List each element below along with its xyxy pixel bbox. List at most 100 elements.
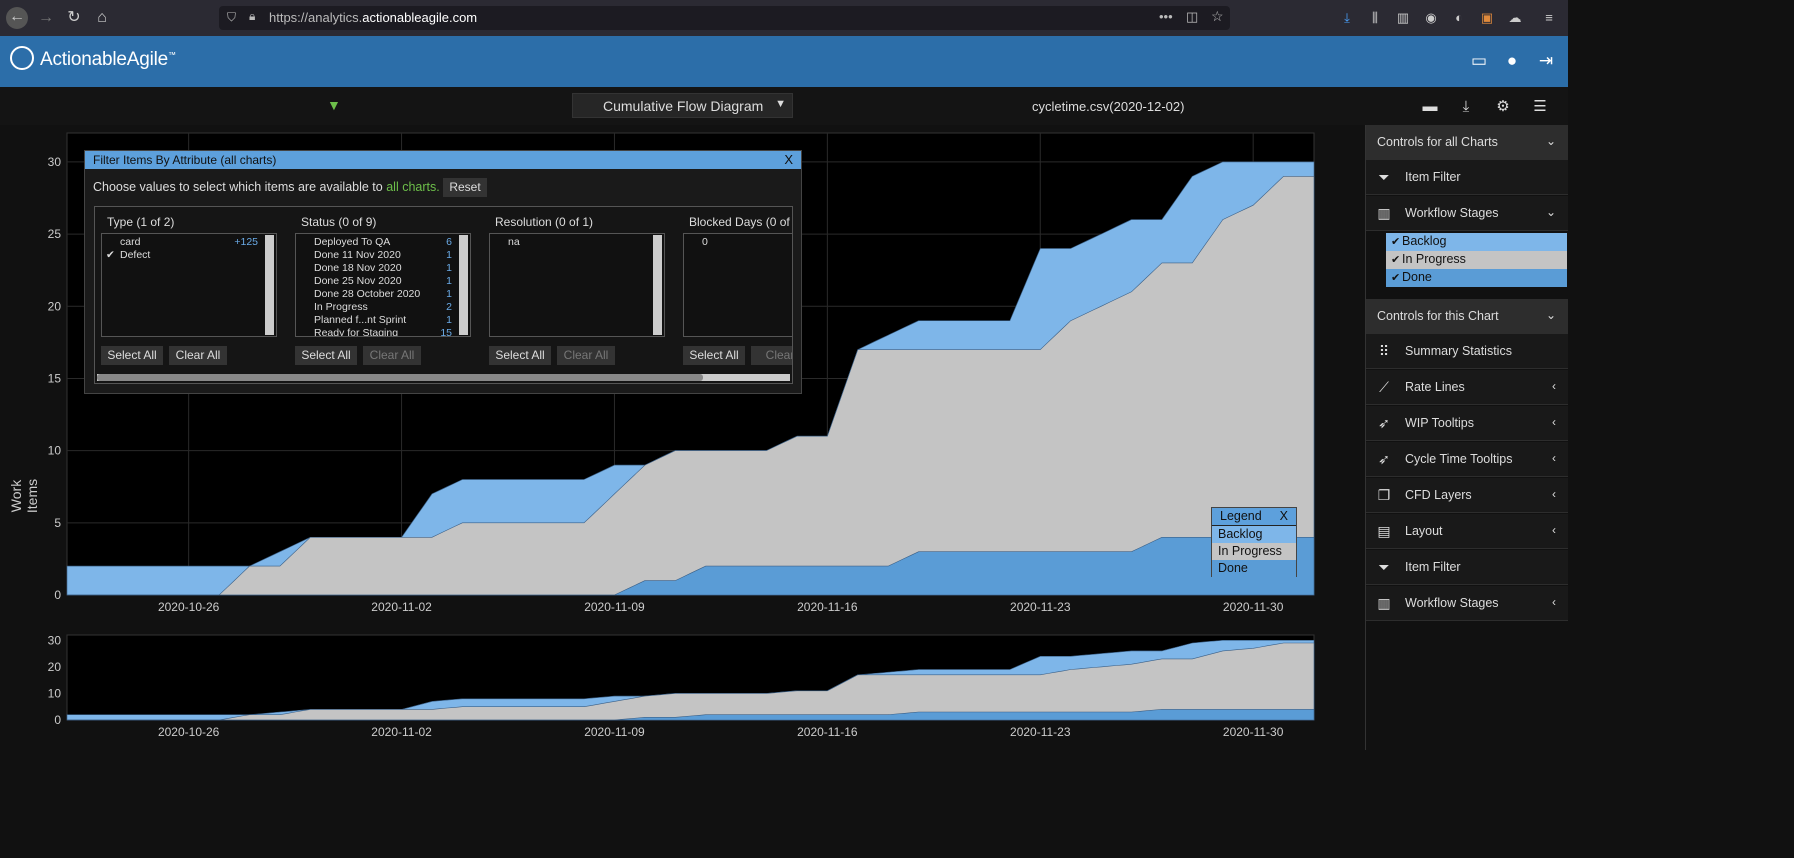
clear-all-button[interactable]: Clear	[751, 346, 792, 365]
stage-in-progress[interactable]: ✔ In Progress	[1386, 251, 1567, 269]
filter-value-item[interactable]: na	[508, 236, 520, 248]
address-bar[interactable]: ⛉ 🔒︎ https://analytics.actionableagile.c…	[219, 6, 1230, 30]
logout-icon[interactable]: ⇥	[1538, 51, 1554, 70]
rate-lines-control[interactable]: ⟋ Rate Lines ‹	[1366, 370, 1568, 405]
chevron-down-icon: ⌄	[1545, 205, 1556, 219]
logo-icon	[10, 46, 34, 70]
legend-header[interactable]: Legend X	[1212, 508, 1296, 526]
gear-icon[interactable]: ⚙	[1496, 98, 1510, 115]
scrollbar-thumb[interactable]	[97, 374, 703, 381]
close-icon[interactable]: X	[784, 152, 793, 167]
main-x-tick: 2020-11-30	[1223, 600, 1284, 614]
check-icon: ✔	[1391, 254, 1401, 266]
legend-item-done[interactable]: Done	[1212, 560, 1296, 577]
legend-item-backlog[interactable]: Backlog	[1212, 526, 1296, 543]
select-all-button[interactable]: Select All	[101, 346, 163, 365]
filter-value-item[interactable]: Planned f...nt Sprint 1	[314, 314, 452, 326]
menu-icon[interactable]: ≡	[1545, 10, 1553, 25]
this-chart-controls-header[interactable]: Controls for this Chart ⌄	[1366, 299, 1568, 334]
all-charts-link[interactable]: all charts.	[386, 180, 440, 194]
stage-done[interactable]: ✔ Done	[1386, 269, 1567, 287]
reload-icon[interactable]: ↻	[67, 9, 81, 26]
filter-column-title: Status (0 of 9)	[301, 215, 377, 229]
main-area-in-progress	[67, 176, 1315, 596]
horizontal-scrollbar[interactable]	[97, 374, 790, 381]
filter-dialog-titlebar[interactable]: Filter Items By Attribute (all charts) X	[85, 151, 801, 169]
cycle-time-tooltips-control[interactable]: ➶ Cycle Time Tooltips ‹	[1366, 442, 1568, 477]
filter-value-item[interactable]: Done 28 October 2020 1	[314, 288, 452, 300]
filter-columns: Type (1 of 2) card +125 ✔ Defect Select All Cl…	[94, 206, 793, 384]
list-scrollbar[interactable]	[265, 235, 274, 335]
filter-value-item[interactable]: card +125	[120, 236, 258, 248]
overview-x-tick: 2020-11-16	[797, 725, 858, 739]
folder-icon[interactable]: ▭	[1470, 51, 1488, 70]
all-charts-controls-header[interactable]: Controls for all Charts ⌄	[1366, 125, 1568, 160]
bookmark-star-icon[interactable]: ☆	[1211, 8, 1224, 24]
filter-value-item[interactable]: ✔ Defect	[106, 249, 151, 261]
back-icon[interactable]: ←	[6, 7, 28, 29]
user-icon[interactable]: ●	[1506, 51, 1518, 70]
library-icon[interactable]: ⫼	[1372, 10, 1378, 25]
download-icon[interactable]: ⤓	[1344, 10, 1350, 25]
check-icon: ✔	[1391, 236, 1401, 248]
list-scrollbar[interactable]	[653, 235, 662, 335]
filter-value-list[interactable]: card +125 ✔ Defect	[101, 233, 277, 337]
reset-button[interactable]: Reset	[443, 178, 487, 197]
cloud-icon[interactable]: ☁	[1508, 10, 1522, 25]
clear-all-button[interactable]: Clear All	[169, 346, 227, 365]
filter-value-item[interactable]: 0	[702, 236, 708, 248]
select-all-button[interactable]: Select All	[295, 346, 357, 365]
folder-open-icon[interactable]: ▬	[1422, 98, 1438, 115]
filter-value-list[interactable]: na	[489, 233, 665, 337]
filter-dialog-title: Filter Items By Attribute (all charts)	[93, 153, 277, 167]
filter-column-title: Blocked Days (0 of	[689, 215, 790, 229]
filter-value-item[interactable]: Done 25 Nov 2020 1	[314, 275, 452, 287]
filter-value-item[interactable]: Done 18 Nov 2020 1	[314, 262, 452, 274]
filter-value-list[interactable]: Deployed To QA 6 Done 11 Nov 2020 1 Done 18 …	[295, 233, 471, 337]
stage-backlog[interactable]: ✔ Backlog	[1386, 233, 1567, 251]
close-icon[interactable]: X	[1279, 509, 1288, 523]
more-icon[interactable]: •••	[1159, 9, 1173, 24]
chart-type-select[interactable]: Cumulative Flow Diagram ▼	[572, 93, 793, 118]
filter-value-item[interactable]: In Progress 2	[314, 301, 452, 313]
list-scrollbar[interactable]	[459, 235, 468, 335]
item-filter-control[interactable]: ⏷ Item Filter	[1366, 160, 1568, 195]
hamburger-icon[interactable]: ☰	[1533, 98, 1547, 115]
account-icon[interactable]: ◉	[1425, 10, 1437, 25]
forward-icon[interactable]: →	[38, 9, 54, 26]
home-icon[interactable]: ⌂	[97, 9, 107, 26]
filter-value-item[interactable]: Ready for Staging 15	[314, 327, 452, 337]
filter-value-item[interactable]: Deployed To QA 6	[314, 236, 452, 248]
overview-area-in-progress	[67, 642, 1315, 721]
wip-tooltips-control[interactable]: ➶ WIP Tooltips ‹	[1366, 406, 1568, 441]
main-y-tick: 5	[54, 516, 61, 530]
chevron-down-icon: ⌄	[1545, 308, 1556, 322]
columns-icon: ▥	[1377, 205, 1391, 221]
chart-workflow-stages-control[interactable]: ▥ Workflow Stages ‹	[1366, 586, 1568, 621]
layout-control[interactable]: ▤ Layout ‹	[1366, 514, 1568, 549]
main-x-tick: 2020-11-02	[371, 600, 432, 614]
sidebar-icon[interactable]: ▥	[1396, 10, 1410, 25]
select-all-button[interactable]: Select All	[489, 346, 551, 365]
chart-legend[interactable]: Legend X Backlog In Progress Done	[1211, 507, 1297, 577]
select-all-button[interactable]: Select All	[683, 346, 745, 365]
summary-statistics-control[interactable]: ⠿ Summary Statistics	[1366, 334, 1568, 369]
filter-value-item[interactable]: Done 11 Nov 2020 1	[314, 249, 452, 261]
clear-all-button[interactable]: Clear All	[557, 346, 615, 365]
url-text: https://analytics.actionableagile.com	[269, 10, 478, 25]
filter-value-list[interactable]: 0	[683, 233, 792, 337]
clear-all-button[interactable]: Clear All	[363, 346, 421, 365]
chevron-left-icon: ‹	[1552, 487, 1556, 501]
pocket-icon[interactable]: ◫	[1186, 9, 1199, 24]
filter-icon[interactable]: ▼	[327, 97, 341, 113]
workflow-stages-control[interactable]: ▥ Workflow Stages ⌄	[1366, 196, 1568, 231]
chevron-left-icon: ‹	[1552, 379, 1556, 393]
chart-item-filter-control[interactable]: ⏷ Item Filter	[1366, 550, 1568, 585]
download-icon[interactable]: ⤓	[1462, 98, 1470, 115]
extension-icon[interactable]: ◐	[1455, 10, 1463, 25]
legend-item-in-progress[interactable]: In Progress	[1212, 543, 1296, 560]
cfd-layers-control[interactable]: ❐ CFD Layers ‹	[1366, 478, 1568, 513]
filter-column: Resolution (0 of 1) na Select All Clear All	[489, 207, 674, 372]
extension-icon[interactable]: ▣	[1480, 10, 1494, 25]
filter-icon: ⏷	[1378, 169, 1390, 185]
